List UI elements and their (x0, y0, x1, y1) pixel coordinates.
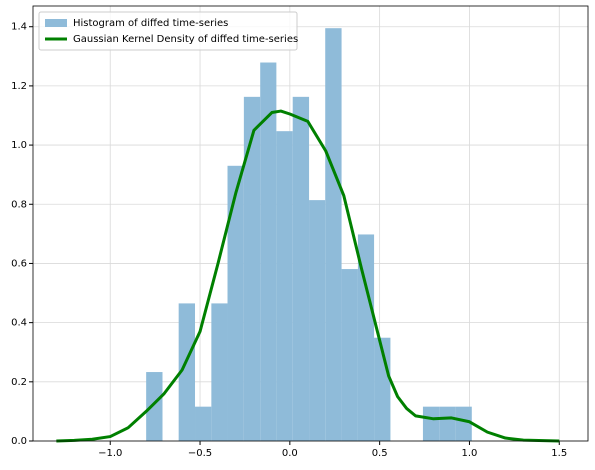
x-tick-label: 0.0 (282, 448, 298, 459)
histogram-bar (146, 372, 163, 441)
histogram-bar (422, 406, 440, 441)
x-tick-label: −1.0 (98, 448, 122, 459)
histogram-bar (243, 96, 261, 442)
histogram-bar (439, 406, 456, 441)
y-tick-label: 1.4 (11, 22, 27, 33)
histogram-bar (341, 269, 358, 441)
x-tick-label: 1.5 (551, 448, 567, 459)
plot-frame (32, 5, 589, 442)
histogram-bar (211, 303, 228, 441)
legend-swatch (45, 19, 67, 27)
x-tick-label: −0.5 (188, 448, 212, 459)
density-line (56, 109, 560, 443)
y-tick-label: 0.4 (11, 318, 27, 329)
histogram-bar (195, 406, 212, 441)
legend-label: Histogram of diffed time-series (73, 18, 228, 29)
y-tick-label: 1.2 (11, 81, 27, 92)
legend-box (38, 11, 298, 51)
histogram-bar (309, 200, 326, 441)
histogram-bar (227, 165, 244, 442)
y-tick-label: 0.2 (11, 377, 27, 388)
histogram-bar (276, 131, 293, 441)
legend-label: Gaussian Kernel Density of diffed time-s… (73, 34, 298, 45)
histogram-bar (260, 62, 277, 441)
y-tick-label: 0.0 (11, 436, 27, 447)
histogram-bar (325, 28, 342, 441)
y-tick-label: 0.6 (11, 258, 27, 269)
x-tick-label: 0.5 (372, 448, 388, 459)
histogram-bar (292, 96, 310, 442)
histogram-bar (357, 234, 375, 441)
y-tick-label: 1.0 (11, 140, 27, 151)
x-tick-label: 1.0 (462, 448, 478, 459)
y-tick-label: 0.8 (11, 199, 27, 210)
histogram-bar (178, 303, 196, 441)
histogram-bar (455, 406, 472, 441)
